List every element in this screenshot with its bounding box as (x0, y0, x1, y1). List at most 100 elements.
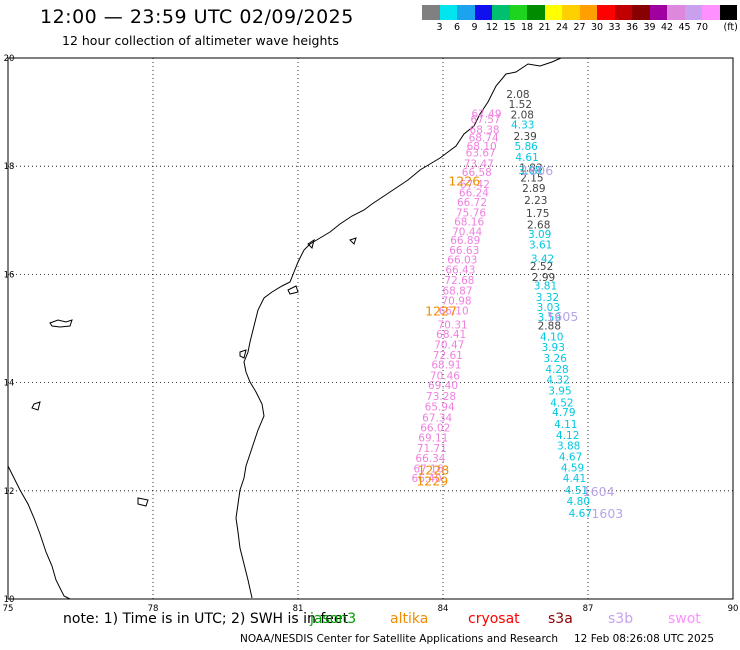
legend-item-s3b: s3b (608, 611, 634, 627)
colorbar-label: 42 (661, 22, 674, 33)
swh-value: 1.75 (526, 208, 549, 220)
swh-value: 2.88 (538, 321, 561, 333)
swh-value: 70.31 (438, 320, 468, 332)
swh-value: 67.42 (460, 179, 490, 191)
colorbar-label: 12 (486, 22, 499, 33)
swh-value: 69.40 (428, 380, 458, 392)
swh-value: 66.03 (447, 255, 477, 267)
lon-tick-label: 78 (148, 604, 159, 614)
colorbar-swatch (579, 5, 597, 20)
swh-value: 67.57 (471, 114, 501, 126)
colorbar-label: 36 (626, 22, 639, 33)
swh-value: 72.61 (433, 350, 463, 362)
legend-item-swot: swot (668, 611, 701, 627)
colorbar-swatch (439, 5, 457, 20)
swh-value: 67.49 (471, 109, 501, 121)
legend-item-s3a: s3a (548, 611, 573, 627)
swh-value: 4.80 (567, 496, 590, 508)
swh-value: 3.42 (531, 253, 554, 265)
swh-value: 68.38 (470, 125, 500, 137)
swh-value: 2.15 (520, 172, 543, 184)
colorbar-swatch (649, 5, 667, 20)
pass-number-label: 1606 (521, 163, 553, 178)
colorbar-label: 70 (696, 22, 709, 33)
swh-value: 72.68 (444, 275, 474, 287)
colorbar-unit: (ft) (723, 22, 738, 33)
lat-tick-label: 18 (4, 162, 15, 172)
colorbar-label: 24 (556, 22, 569, 33)
coastline (7, 57, 562, 600)
swh-value: 4.12 (556, 430, 579, 442)
colorbar-label: 3 (436, 22, 443, 33)
lat-tick-label: 10 (4, 595, 15, 605)
swh-value: 68.41 (436, 329, 466, 341)
swh-value: 4.28 (545, 364, 568, 376)
swh-value: 4.59 (561, 462, 584, 474)
colorbar-swatch (544, 5, 562, 20)
swh-value: 65.94 (425, 402, 455, 414)
swh-value: 4.79 (552, 407, 575, 419)
axis-tick-labels: 75 78 81 84 87 90 20 18 16 14 12 10 (3, 54, 739, 614)
legend-item-altika: altika (390, 611, 429, 627)
swh-value: 68.16 (454, 217, 484, 229)
swh-value: 3.93 (542, 342, 565, 354)
swh-value: 70.44 (452, 226, 482, 238)
swh-value: 66.10 (439, 305, 469, 317)
map-grid (7, 57, 734, 600)
swh-value: 4.11 (554, 419, 577, 431)
lat-tick-label: 16 (4, 270, 15, 280)
wave-height-colorbar: 3 6 9 12 15 18 21 24 27 30 33 36 39 42 45 70 (ft) (422, 5, 740, 35)
legend-item-cryosat: cryosat (468, 611, 520, 627)
swh-value: 3.08 (518, 165, 541, 177)
swh-value: 2.89 (522, 183, 545, 195)
swh-value: 2.23 (524, 195, 547, 207)
pass-number-label: 1226 (448, 174, 480, 189)
swh-value: 2.68 (527, 219, 550, 231)
lon-tick-label: 87 (583, 604, 594, 614)
footer-credit: NOAA/NESDIS Center for Satellite Applica… (240, 633, 714, 645)
swh-value: 2.52 (530, 261, 553, 273)
island-outline (239, 349, 247, 359)
colorbar-swatch (632, 5, 650, 20)
colorbar-swatch (509, 5, 527, 20)
swh-value: 66.58 (462, 167, 492, 179)
colorbar-label: 39 (643, 22, 656, 33)
island-outline (287, 285, 299, 295)
swh-value: 3.88 (557, 441, 580, 453)
colorbar-swatch (719, 5, 737, 20)
swh-value: 70.98 (442, 296, 472, 308)
swh-value: 69.11 (418, 433, 448, 445)
swh-value: 66.02 (420, 422, 450, 434)
pass-number-label: 1227 (425, 304, 457, 319)
lat-tick-label: 14 (4, 379, 15, 389)
swh-value: 68.10 (467, 141, 497, 153)
swh-value: 4.61 (515, 152, 538, 164)
colorbar-swatch (614, 5, 632, 20)
swh-value: 71.71 (417, 443, 447, 455)
swh-value: 3.32 (536, 292, 559, 304)
pass-number-label: 1605 (546, 309, 578, 324)
swh-value: 1.52 (509, 99, 532, 111)
swh-value: 66.24 (459, 187, 489, 199)
swh-value: 4.52 (550, 397, 573, 409)
swh-value: 66.72 (457, 197, 487, 209)
colorbar-label: 45 (678, 22, 691, 33)
colorbar-label: 15 (503, 22, 516, 33)
lon-tick-label: 75 (3, 604, 14, 614)
colorbar-swatch (562, 5, 580, 20)
sri-lanka-coastline (7, 465, 71, 600)
swh-value: 3.81 (534, 281, 557, 293)
swh-value: 68.91 (431, 360, 461, 372)
colorbar-label: 27 (573, 22, 586, 33)
swh-value: 4.10 (540, 331, 563, 343)
colorbar-swatches (422, 5, 737, 20)
colorbar-label: 21 (538, 22, 551, 33)
lat-tick-label: 20 (4, 54, 15, 64)
swh-value: 4.67 (569, 508, 592, 520)
swh-value: 66.40 (412, 473, 442, 485)
lon-tick-label: 90 (728, 604, 739, 614)
swh-value: 70.47 (434, 340, 464, 352)
colorbar-swatch (684, 5, 702, 20)
